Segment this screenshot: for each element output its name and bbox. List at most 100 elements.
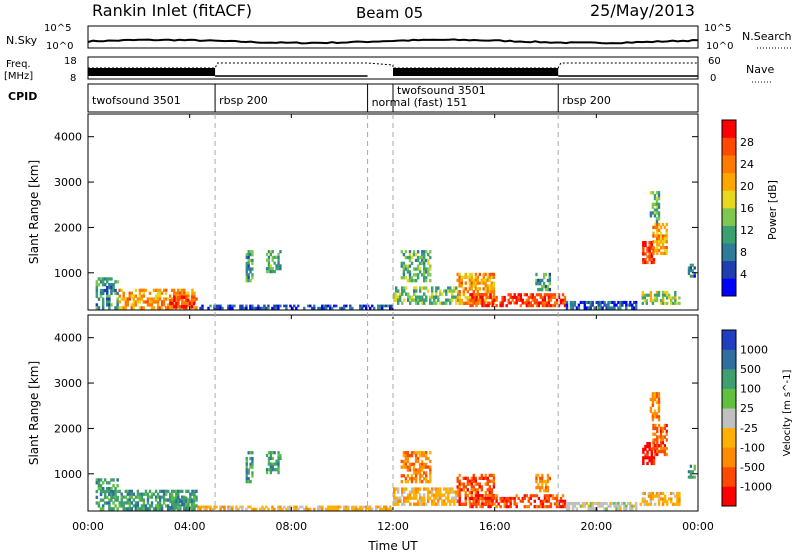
rti-cell xyxy=(404,264,408,268)
rti-cell xyxy=(423,499,426,503)
rti-cell xyxy=(175,291,178,295)
rti-cell xyxy=(589,300,592,304)
rti-cell xyxy=(557,502,561,506)
rti-cell xyxy=(423,279,426,283)
rti-cell xyxy=(505,502,508,506)
rti-cell xyxy=(160,291,164,295)
rti-cell xyxy=(559,301,563,305)
rti-cell xyxy=(509,496,512,500)
rti-cell xyxy=(195,498,198,502)
time-x-axis: 00:00 04:00 08:00 12:00 16:00 20:00 00:00 xyxy=(72,114,714,533)
rti-cell xyxy=(517,295,520,299)
rti-cell xyxy=(485,494,488,498)
rti-cell xyxy=(412,273,416,277)
rti-cell xyxy=(544,482,548,487)
rti-cell xyxy=(158,291,162,295)
rti-cell xyxy=(464,494,467,498)
rti-cell xyxy=(515,502,518,506)
rti-cell xyxy=(400,261,403,265)
rti-cell xyxy=(247,267,250,271)
cpid-program-label: rbsp 200 xyxy=(562,94,611,107)
rti-cell xyxy=(414,480,418,484)
rti-cell xyxy=(569,300,573,304)
rti-cell xyxy=(435,295,438,299)
rti-cell xyxy=(517,293,520,297)
rti-cell xyxy=(443,502,446,506)
rti-cell xyxy=(154,507,158,511)
rti-cell xyxy=(169,499,172,504)
rti-cell xyxy=(565,300,569,304)
rti-cell xyxy=(265,267,269,271)
rti-cell xyxy=(277,267,280,271)
rti-cell xyxy=(267,261,271,265)
rti-cell xyxy=(409,496,412,500)
rti-cell xyxy=(676,491,679,495)
rti-cell xyxy=(476,491,479,495)
rti-cell xyxy=(657,217,661,221)
rti-cell xyxy=(663,452,666,457)
rti-cell xyxy=(241,505,244,509)
rti-cell xyxy=(402,253,406,257)
rti-cell xyxy=(108,498,111,502)
rti-cell xyxy=(114,306,117,310)
rti-cell xyxy=(487,499,490,503)
rti-cell xyxy=(285,304,288,308)
rti-cell xyxy=(245,468,248,472)
rti-cell xyxy=(401,490,404,494)
rti-cell xyxy=(656,435,659,439)
rti-cell xyxy=(587,306,590,310)
rti-cell xyxy=(309,304,312,308)
rti-cell xyxy=(347,507,350,511)
rti-cell xyxy=(158,294,162,298)
rti-cell xyxy=(106,489,109,494)
rti-cell xyxy=(435,502,438,506)
rti-cell xyxy=(414,474,418,478)
rti-cell xyxy=(101,300,105,304)
rti-cell xyxy=(175,297,178,301)
rti-cell xyxy=(359,304,362,308)
rti-cell xyxy=(651,211,655,215)
rti-cell xyxy=(663,246,666,250)
rti-cell xyxy=(429,465,432,469)
rti-cell xyxy=(665,234,668,238)
rti-cell xyxy=(659,426,663,431)
rti-cell xyxy=(173,489,176,493)
rti-cell xyxy=(468,284,471,288)
rti-cell xyxy=(472,476,475,480)
rti-cell xyxy=(649,491,653,495)
rti-cell xyxy=(277,471,280,475)
rti-cell xyxy=(537,293,541,297)
rti-cell xyxy=(108,303,111,307)
rti-cell xyxy=(651,491,655,495)
rti-cell xyxy=(462,287,465,291)
rti-cell xyxy=(175,294,178,298)
rti-cell xyxy=(167,489,170,493)
rti-cell xyxy=(411,298,414,302)
rti-cell xyxy=(533,499,536,503)
rti-cell xyxy=(245,507,248,511)
rti-cell xyxy=(474,287,477,291)
rti-cell xyxy=(639,502,642,506)
rti-cell xyxy=(464,491,467,495)
rti-cell xyxy=(644,456,647,460)
rti-cell xyxy=(99,478,103,482)
rti-cell xyxy=(625,507,628,511)
rti-cell xyxy=(674,301,677,305)
rti-cell xyxy=(646,249,649,253)
rti-cell xyxy=(275,304,278,308)
rti-cell xyxy=(165,498,168,502)
rti-cell xyxy=(191,489,194,493)
rti-cell xyxy=(445,301,448,305)
rti-cell xyxy=(641,497,644,501)
rti-cell xyxy=(317,306,320,310)
rti-cell xyxy=(464,485,467,489)
rti-cell xyxy=(395,289,398,293)
rti-cell xyxy=(134,495,138,499)
rti-cell xyxy=(138,507,142,511)
rti-cell xyxy=(599,306,602,310)
rti-cell xyxy=(655,211,659,215)
freq-tick-top: 18 xyxy=(64,56,77,67)
rti-cell xyxy=(418,270,422,274)
rti-cell xyxy=(128,297,131,301)
rti-cell xyxy=(487,295,490,299)
